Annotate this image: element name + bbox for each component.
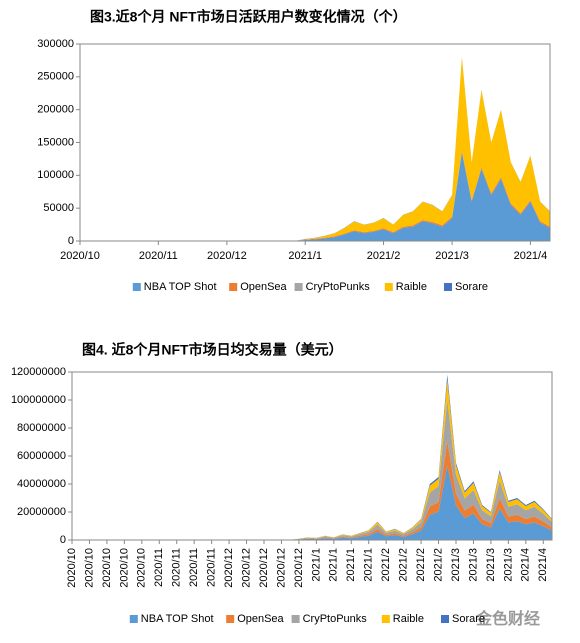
- area: [80, 57, 550, 241]
- legend-swatch: [441, 615, 449, 623]
- x-tick-label: 2021/3: [485, 548, 497, 582]
- legend-label: CryPtoPunks: [306, 281, 371, 293]
- x-tick-label: 2020/11: [153, 548, 165, 587]
- x-tick-label: 2020/12: [223, 548, 235, 588]
- x-tick-label: 2020/10: [101, 548, 113, 588]
- legend-swatch: [132, 283, 141, 291]
- x-tick-label: 2021/3: [435, 250, 469, 262]
- x-tick-label: 2021/2: [367, 250, 401, 262]
- y-tick-label: 40000000: [17, 478, 66, 490]
- legend-swatch: [291, 615, 300, 623]
- plot-frame: [71, 371, 553, 541]
- chart-title: 图3.近8个月 NFT市场日活跃用户数变化情况（个）: [90, 9, 407, 25]
- legend-swatch: [381, 615, 390, 623]
- chart: 图4. 近8个月NFT市场日均交易量（美元） 0 20000000 40000000 6…: [11, 342, 553, 625]
- x-tick-label: 2020/12: [240, 548, 252, 588]
- x-tick-label: 2020/11: [171, 548, 183, 587]
- area: [72, 399, 552, 540]
- x-tick-label: 2021/3: [502, 548, 514, 582]
- x-tick-label: 2021/1: [345, 548, 357, 582]
- x-tick-label: 2021/3: [467, 548, 479, 582]
- x-tick-label: 2020/10: [60, 250, 100, 262]
- watermark: 金色财经: [475, 609, 540, 628]
- y-tick-label: 0: [68, 235, 74, 247]
- x-tick-label: 2021/1: [328, 548, 340, 582]
- legend-swatch: [384, 283, 393, 291]
- y-tick-label: 100000000: [11, 394, 66, 406]
- x-tick-label: 2020/11: [139, 250, 178, 262]
- y-tick-label: 80000000: [17, 422, 66, 434]
- y-tick-label: 50000: [43, 202, 74, 214]
- x-tick-label: 2020/11: [188, 548, 200, 587]
- x-tick-label: 2021/1: [363, 548, 375, 582]
- plot-frame: [79, 43, 551, 242]
- legend-swatch: [129, 615, 138, 623]
- legend-label: NBA TOP Shot: [141, 613, 214, 625]
- legend-swatch: [294, 283, 303, 291]
- y-tick-label: 0: [60, 534, 66, 546]
- y-tick-label: 200000: [37, 104, 74, 116]
- x-tick-label: 2020/10: [136, 548, 148, 588]
- x-tick-label: 2021/4: [520, 548, 532, 582]
- legend-label: OpenSea: [237, 613, 284, 625]
- y-tick-label: 300000: [37, 38, 74, 50]
- x-tick-label: 2020/10: [118, 548, 130, 588]
- x-tick-label: 2021/2: [415, 548, 427, 582]
- legend-swatch: [444, 283, 452, 291]
- legend-label: CryPtoPunks: [303, 613, 368, 625]
- area: [72, 465, 552, 540]
- x-tick-label: 2020/12: [207, 250, 247, 262]
- x-tick-label: 2021/2: [432, 548, 444, 582]
- x-tick-label: 2021/4: [514, 250, 548, 262]
- chart-title: 图4. 近8个月NFT市场日均交易量（美元）: [82, 342, 343, 358]
- x-tick-label: 2020/10: [66, 548, 78, 588]
- chart: 图3.近8个月 NFT市场日活跃用户数变化情况（个） 0 50000 100000 15…: [37, 9, 551, 293]
- x-tick-label: 2021/2: [380, 548, 392, 582]
- x-tick-label: 2020/12: [275, 548, 287, 588]
- legend-swatch: [229, 283, 238, 291]
- y-tick-label: 150000: [37, 136, 74, 148]
- x-tick-label: 2020/12: [258, 548, 270, 588]
- y-tick-label: 100000: [37, 169, 74, 181]
- legend-label: OpenSea: [240, 281, 287, 293]
- x-tick-label: 2021/1: [288, 250, 322, 262]
- x-tick-label: 2020/12: [293, 548, 305, 588]
- x-tick-label: 2020/11: [206, 548, 218, 587]
- legend-label: Raible: [393, 613, 424, 625]
- area: [80, 152, 550, 241]
- legend-label: Raible: [396, 281, 427, 293]
- x-tick-label: 2021/1: [310, 548, 322, 582]
- y-tick-label: 250000: [37, 71, 74, 83]
- x-tick-label: 2021/3: [450, 548, 462, 582]
- y-tick-label: 60000000: [17, 450, 66, 462]
- legend-swatch: [226, 615, 235, 623]
- x-tick-label: 2021/4: [537, 548, 549, 582]
- y-tick-label: 120000000: [11, 366, 66, 378]
- y-tick-label: 20000000: [17, 506, 66, 518]
- legend-label: NBA TOP Shot: [144, 281, 217, 293]
- x-tick-label: 2021/2: [398, 548, 410, 582]
- legend-label: Sorare: [455, 281, 488, 293]
- x-tick-label: 2020/10: [83, 548, 95, 588]
- legend-label: Sorare: [452, 613, 485, 625]
